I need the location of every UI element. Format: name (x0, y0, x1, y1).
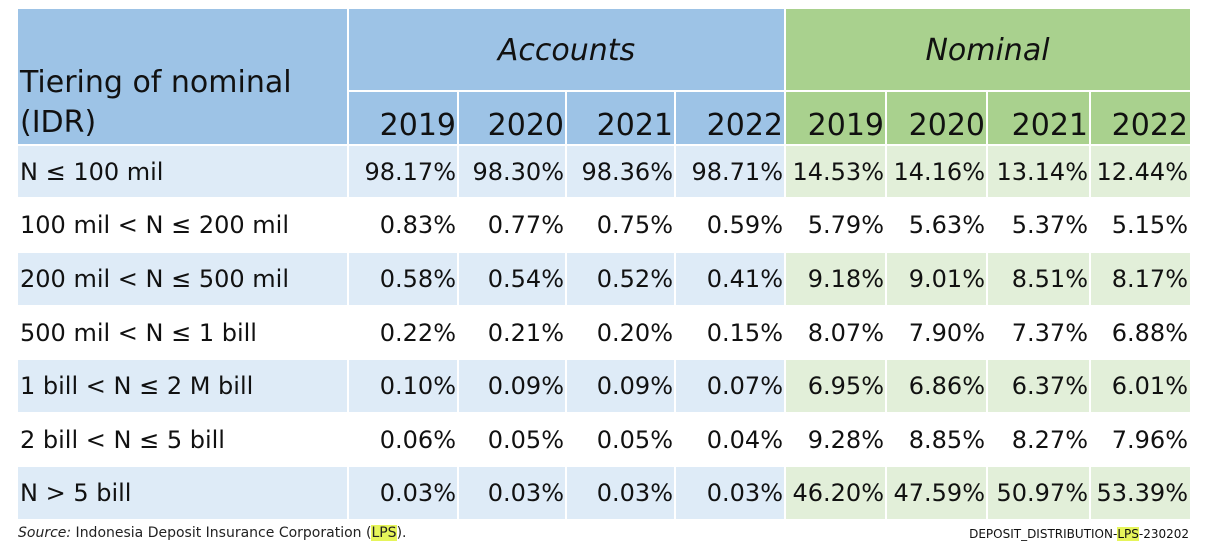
nominal-value-cell: 6.86% (886, 359, 987, 413)
nominal-value-cell: 7.37% (987, 306, 1090, 359)
year-header-nominal-2019: 2019 (785, 91, 886, 145)
source-text: Indonesia Deposit Insurance Corporation … (71, 525, 372, 541)
accounts-value-cell: 0.03% (675, 466, 785, 519)
nominal-value-cell: 6.01% (1090, 359, 1190, 413)
accounts-value-cell: 0.75% (566, 198, 675, 252)
nominal-value-cell: 7.90% (886, 306, 987, 359)
accounts-value-cell: 0.04% (675, 413, 785, 466)
row-label: 200 mil < N ≤ 500 mil (18, 252, 348, 306)
nominal-value-cell: 5.79% (785, 198, 886, 252)
nominal-value-cell: 5.37% (987, 198, 1090, 252)
source-label: Source: (18, 525, 72, 541)
doc-id-abbr-highlight: LPS (1117, 527, 1139, 541)
grid-divider (18, 251, 1190, 253)
accounts-value-cell: 98.71% (675, 145, 785, 198)
accounts-value-cell: 98.17% (348, 145, 458, 198)
accounts-value-cell: 0.52% (566, 252, 675, 306)
accounts-value-cell: 0.07% (675, 359, 785, 413)
nominal-value-cell: 7.96% (1090, 413, 1190, 466)
grid-divider (18, 358, 1190, 360)
grid-divider (18, 144, 1190, 146)
nominal-value-cell: 8.07% (785, 306, 886, 359)
nominal-value-cell: 6.88% (1090, 306, 1190, 359)
nominal-value-cell: 9.28% (785, 413, 886, 466)
accounts-value-cell: 0.06% (348, 413, 458, 466)
nominal-value-cell: 9.18% (785, 252, 886, 306)
nominal-value-cell: 53.39% (1090, 466, 1190, 519)
deposit-distribution-table: Tiering of nominal (IDR) Accounts Nominal 2… (18, 9, 1190, 519)
year-header-nominal-2021: 2021 (987, 91, 1090, 145)
accounts-value-cell: 0.59% (675, 198, 785, 252)
accounts-value-cell: 0.54% (458, 252, 566, 306)
grid-divider (18, 412, 1190, 414)
nominal-value-cell: 5.63% (886, 198, 987, 252)
year-header-nominal-2022: 2022 (1090, 91, 1190, 145)
accounts-value-cell: 0.77% (458, 198, 566, 252)
grid-divider (18, 305, 1190, 307)
year-header-accounts-2022: 2022 (675, 91, 785, 145)
nominal-value-cell: 5.15% (1090, 198, 1190, 252)
year-header-nominal-2020: 2020 (886, 91, 987, 145)
nominal-value-cell: 8.85% (886, 413, 987, 466)
row-label: 2 bill < N ≤ 5 bill (18, 413, 348, 466)
accounts-value-cell: 0.09% (566, 359, 675, 413)
grid-divider (347, 9, 349, 519)
nominal-value-cell: 8.27% (987, 413, 1090, 466)
row-label: 100 mil < N ≤ 200 mil (18, 198, 348, 252)
nominal-value-cell: 46.20% (785, 466, 886, 519)
accounts-value-cell: 0.20% (566, 306, 675, 359)
accounts-value-cell: 0.58% (348, 252, 458, 306)
nominal-value-cell: 8.51% (987, 252, 1090, 306)
accounts-value-cell: 0.21% (458, 306, 566, 359)
nominal-value-cell: 9.01% (886, 252, 987, 306)
row-label: 500 mil < N ≤ 1 bill (18, 306, 348, 359)
row-label: 1 bill < N ≤ 2 M bill (18, 359, 348, 413)
year-header-accounts-2020: 2020 (458, 91, 566, 145)
document-id: DEPOSIT_DISTRIBUTION-LPS-230202 (969, 527, 1189, 541)
row-label: N > 5 bill (18, 466, 348, 519)
accounts-value-cell: 0.41% (675, 252, 785, 306)
grid-divider (18, 465, 1190, 467)
group-header-nominal: Nominal (785, 9, 1190, 91)
accounts-value-cell: 0.05% (566, 413, 675, 466)
source-abbr-highlight: LPS (371, 525, 397, 541)
row-label: N ≤ 100 mil (18, 145, 348, 198)
nominal-value-cell: 14.16% (886, 145, 987, 198)
nominal-value-cell: 47.59% (886, 466, 987, 519)
source-note: Source: Indonesia Deposit Insurance Corp… (18, 525, 407, 541)
group-header-accounts: Accounts (348, 9, 785, 91)
grid-divider (784, 9, 786, 519)
nominal-value-cell: 6.37% (987, 359, 1090, 413)
grid-divider (348, 90, 1190, 92)
accounts-value-cell: 0.83% (348, 198, 458, 252)
accounts-value-cell: 0.03% (348, 466, 458, 519)
doc-id-prefix: DEPOSIT_DISTRIBUTION- (969, 527, 1118, 541)
nominal-value-cell: 14.53% (785, 145, 886, 198)
accounts-value-cell: 0.09% (458, 359, 566, 413)
nominal-value-cell: 13.14% (987, 145, 1090, 198)
accounts-value-cell: 0.22% (348, 306, 458, 359)
accounts-value-cell: 0.05% (458, 413, 566, 466)
doc-id-suffix: -230202 (1138, 527, 1189, 541)
nominal-value-cell: 12.44% (1090, 145, 1190, 198)
accounts-value-cell: 0.03% (458, 466, 566, 519)
nominal-value-cell: 8.17% (1090, 252, 1190, 306)
grid-divider (18, 197, 1190, 199)
nominal-value-cell: 6.95% (785, 359, 886, 413)
accounts-value-cell: 98.30% (458, 145, 566, 198)
source-suffix: ). (396, 525, 407, 541)
nominal-value-cell: 50.97% (987, 466, 1090, 519)
accounts-value-cell: 0.03% (566, 466, 675, 519)
accounts-value-cell: 0.10% (348, 359, 458, 413)
tier-title-header: Tiering of nominal (IDR) (18, 9, 348, 145)
accounts-value-cell: 98.36% (566, 145, 675, 198)
year-header-accounts-2019: 2019 (348, 91, 458, 145)
accounts-value-cell: 0.15% (675, 306, 785, 359)
year-header-accounts-2021: 2021 (566, 91, 675, 145)
